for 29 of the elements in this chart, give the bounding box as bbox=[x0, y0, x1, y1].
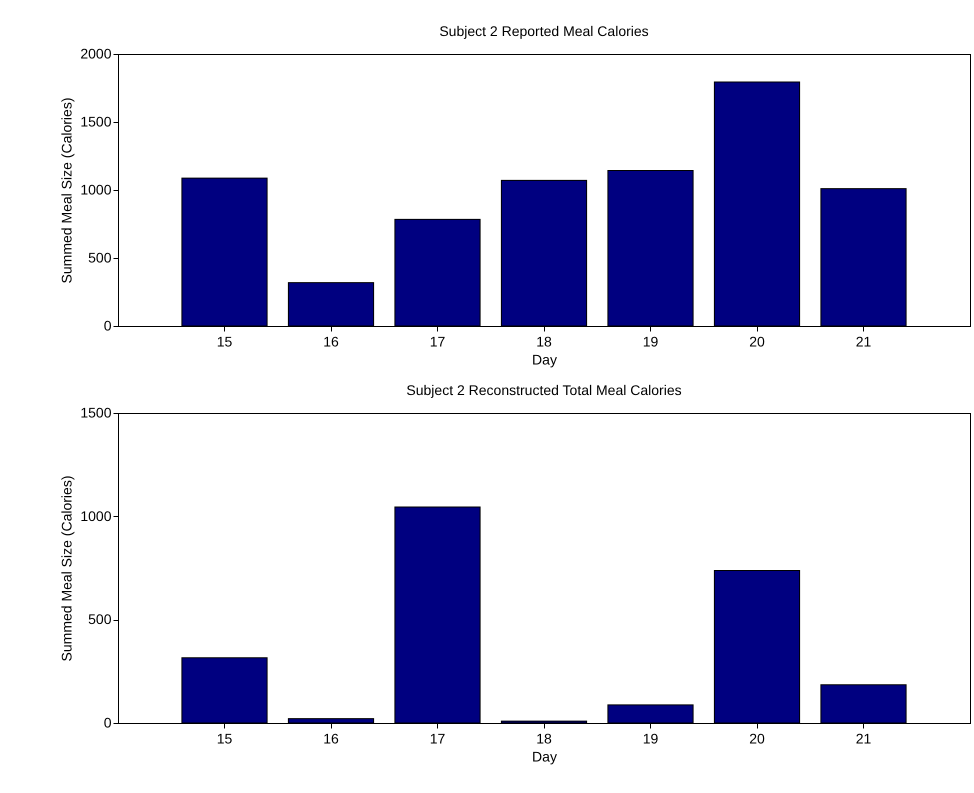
x-tick-label: 17 bbox=[430, 730, 446, 746]
x-tick-label: 20 bbox=[749, 730, 765, 746]
y-tick-label: 2000 bbox=[80, 46, 112, 62]
x-tick-label: 16 bbox=[323, 334, 339, 350]
y-tick-label: 0 bbox=[104, 318, 112, 334]
y-tick-label: 1500 bbox=[80, 114, 112, 130]
y-tick-label: 500 bbox=[88, 250, 112, 266]
y-tick-label: 1000 bbox=[80, 182, 112, 198]
y-tick-label: 0 bbox=[104, 714, 112, 730]
y-tick-label: 1000 bbox=[80, 508, 112, 524]
x-tick-label: 16 bbox=[323, 730, 339, 746]
x-tick-label: 18 bbox=[536, 730, 552, 746]
x-tick-label: 17 bbox=[430, 334, 446, 350]
x-tick-label: 20 bbox=[749, 334, 765, 350]
y-axis-title: Summed Meal Size (Calories) bbox=[58, 98, 74, 284]
x-tick-label: 21 bbox=[856, 334, 872, 350]
chart-title: Subject 2 Reconstructed Total Meal Calories bbox=[406, 382, 682, 398]
x-tick-label: 15 bbox=[216, 730, 232, 746]
y-tick-label: 1500 bbox=[80, 404, 112, 420]
x-axis-title: Day bbox=[532, 748, 557, 764]
x-tick-label: 18 bbox=[536, 334, 552, 350]
x-axis-title: Day bbox=[532, 352, 557, 368]
x-tick-label: 19 bbox=[642, 730, 658, 746]
x-tick-label: 15 bbox=[216, 334, 232, 350]
x-tick-label: 19 bbox=[642, 334, 658, 350]
y-tick-label: 500 bbox=[88, 611, 112, 628]
y-axis-title: Summed Meal Size (Calories) bbox=[58, 476, 74, 662]
chart-title: Subject 2 Reported Meal Calories bbox=[439, 23, 649, 39]
x-tick-label: 21 bbox=[856, 730, 872, 746]
